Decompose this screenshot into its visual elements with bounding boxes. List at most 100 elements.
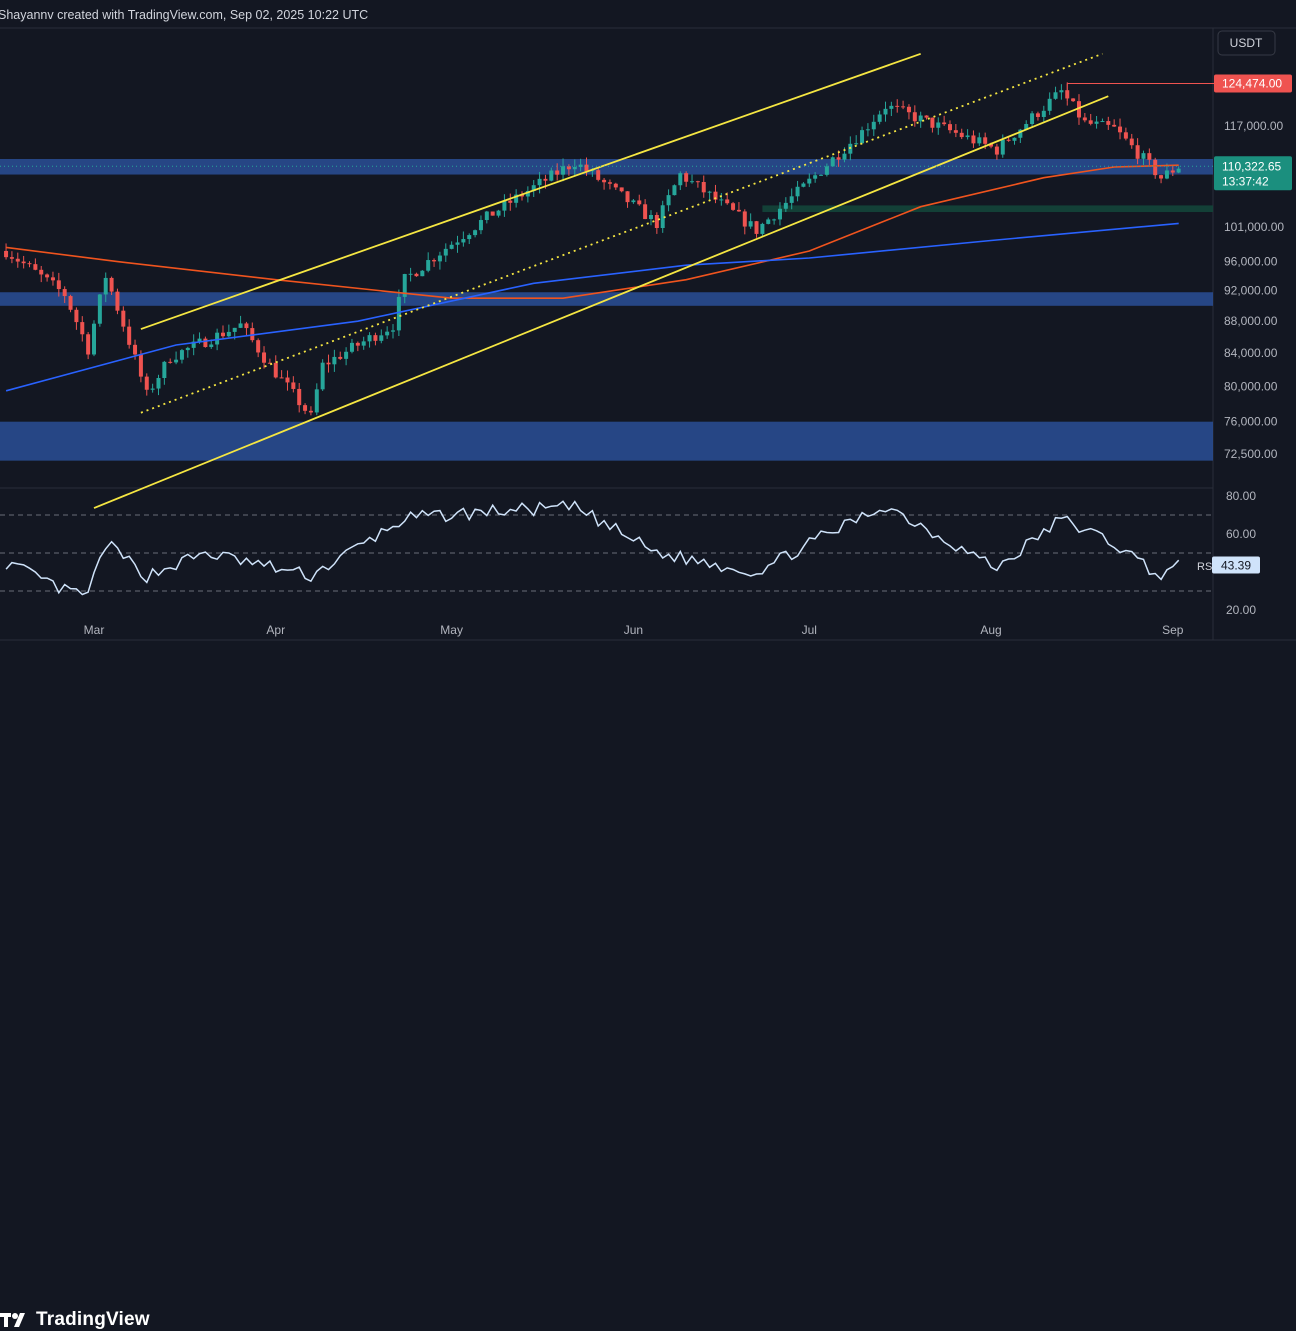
currency-label: USDT bbox=[1230, 36, 1263, 50]
candle bbox=[1135, 138, 1140, 165]
candle-body bbox=[162, 361, 167, 379]
currency-box bbox=[1217, 30, 1276, 56]
price-tick-label: 96,000.00 bbox=[1224, 255, 1278, 269]
last-price-badge bbox=[1214, 156, 1292, 191]
candle bbox=[502, 194, 507, 217]
candle bbox=[449, 241, 454, 250]
price-tick-label: 92,000.00 bbox=[1224, 284, 1278, 298]
candle bbox=[332, 349, 337, 372]
candle bbox=[924, 115, 929, 120]
candle bbox=[291, 376, 296, 393]
candle bbox=[385, 326, 390, 339]
candle-body bbox=[830, 157, 835, 167]
time-axis-label: Aug bbox=[980, 623, 1001, 637]
candle bbox=[115, 288, 120, 315]
candle bbox=[772, 218, 777, 225]
candle-body bbox=[965, 135, 970, 138]
candle bbox=[906, 104, 911, 120]
candle-body bbox=[27, 263, 32, 265]
candle bbox=[871, 114, 876, 137]
candle-body bbox=[426, 260, 431, 271]
candle bbox=[977, 132, 982, 146]
candle-body bbox=[437, 255, 442, 262]
candle-body bbox=[226, 331, 231, 337]
candle bbox=[1112, 119, 1117, 127]
candle bbox=[883, 101, 888, 122]
candle-body bbox=[1059, 90, 1064, 93]
price-tick-label: 76,000.00 bbox=[1224, 415, 1278, 429]
candle bbox=[273, 355, 278, 379]
candle-body bbox=[250, 328, 255, 341]
channel-upper-line bbox=[140, 52, 921, 330]
candle-body bbox=[584, 164, 589, 172]
candle-body bbox=[74, 309, 79, 323]
candle bbox=[490, 211, 495, 216]
candle-body bbox=[531, 185, 536, 191]
candle-body bbox=[1176, 168, 1181, 173]
candle-body bbox=[883, 108, 888, 115]
candle-body bbox=[262, 352, 267, 363]
tradingview-wordmark: TradingView bbox=[36, 1309, 150, 1330]
candle-body bbox=[648, 214, 653, 220]
candle-body bbox=[1035, 113, 1040, 117]
candle-body bbox=[772, 219, 777, 221]
candle-body bbox=[144, 376, 149, 390]
price-chart[interactable]: 117,000.00 101,000.00 96,000.00 92,000.00 88… bbox=[0, 0, 1296, 700]
candle bbox=[719, 192, 724, 206]
candle-body bbox=[396, 296, 401, 331]
candle-body bbox=[478, 220, 483, 231]
candle-body bbox=[115, 291, 120, 311]
candle bbox=[361, 336, 366, 350]
candle bbox=[1129, 133, 1134, 149]
candle bbox=[1082, 112, 1087, 123]
candle bbox=[267, 358, 272, 364]
candle bbox=[21, 255, 26, 269]
candle bbox=[4, 243, 9, 260]
candle bbox=[138, 350, 143, 383]
candle bbox=[889, 101, 894, 117]
candle bbox=[613, 182, 618, 190]
candle bbox=[420, 270, 425, 277]
candle bbox=[508, 193, 513, 211]
candle-body bbox=[332, 356, 337, 365]
candle-body bbox=[1047, 98, 1052, 111]
candle bbox=[1053, 86, 1058, 100]
candle-body bbox=[725, 199, 730, 204]
candle-body bbox=[385, 331, 390, 336]
candle-body bbox=[936, 122, 941, 128]
candle-body bbox=[912, 112, 917, 122]
candle-body bbox=[930, 117, 935, 128]
candle bbox=[373, 332, 378, 346]
candle bbox=[244, 321, 249, 337]
candle bbox=[1118, 118, 1123, 140]
candle-body bbox=[1030, 113, 1035, 125]
candle-body bbox=[361, 341, 366, 346]
candle bbox=[514, 189, 519, 208]
candle-body bbox=[273, 362, 278, 378]
candle bbox=[15, 252, 20, 268]
candle bbox=[338, 351, 343, 360]
candle bbox=[109, 276, 114, 295]
candle bbox=[473, 229, 478, 238]
candle bbox=[795, 180, 800, 202]
candle-body bbox=[402, 274, 407, 297]
candle bbox=[860, 126, 865, 144]
candle-body bbox=[314, 389, 319, 413]
candle-body bbox=[103, 277, 108, 295]
candle-body bbox=[736, 209, 741, 212]
candle bbox=[561, 158, 566, 182]
candle-body bbox=[895, 105, 900, 107]
candle bbox=[484, 210, 489, 224]
candle bbox=[1170, 165, 1175, 177]
candle bbox=[1071, 98, 1076, 102]
candle bbox=[50, 271, 55, 286]
candle-body bbox=[338, 356, 343, 359]
candle-body bbox=[889, 105, 894, 109]
candle bbox=[1100, 118, 1105, 123]
candle-body bbox=[1053, 92, 1058, 99]
candle bbox=[168, 358, 173, 364]
candle-body bbox=[174, 359, 179, 363]
candle-body bbox=[824, 166, 829, 175]
tradingview-logo[interactable]: TradingView bbox=[0, 1309, 150, 1331]
candle-body bbox=[537, 178, 542, 186]
